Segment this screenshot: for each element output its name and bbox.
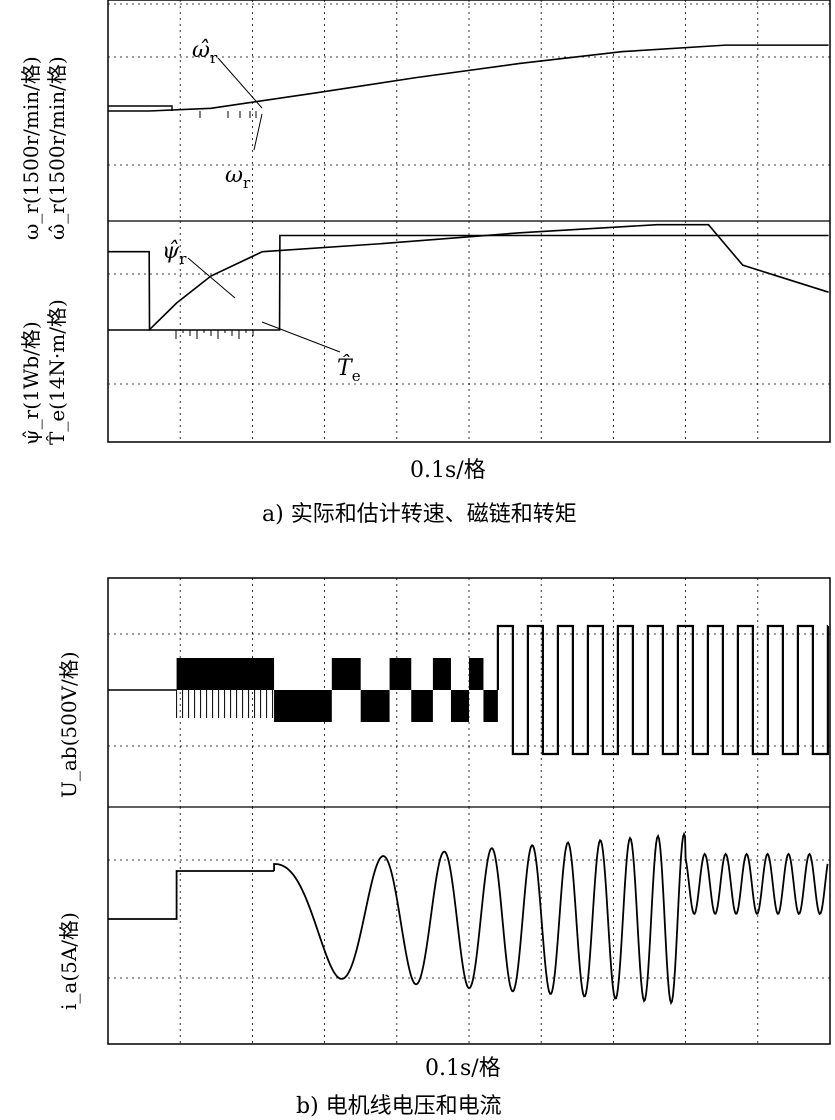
uab-pwm-block xyxy=(176,658,275,690)
panel-b-traces xyxy=(108,624,829,1006)
panel-b-frame xyxy=(107,577,831,1045)
panel-a-ylabel-te: T̂_e(14N·m/格) xyxy=(45,299,69,445)
ia-initial-step xyxy=(108,870,275,920)
uab-pwm-block xyxy=(483,690,498,722)
psi-hat-leader xyxy=(187,257,236,299)
panel-a-caption: a) 实际和估计转速、磁链和转矩 xyxy=(262,502,577,527)
trace-flux xyxy=(108,223,829,331)
uab-pwm-block xyxy=(274,690,332,722)
panel-a-grid xyxy=(108,0,830,442)
uab-pwm-block xyxy=(389,658,412,690)
omega-label: ωr xyxy=(225,163,251,192)
panel-a-ylabel-omega: ω_r(1500r/min/格) xyxy=(19,56,43,240)
trace-torque xyxy=(108,234,829,331)
panel-a-annotations: ω̂r ωr ψ̂r T̂e xyxy=(162,38,361,385)
omega-leader xyxy=(253,113,263,151)
panel-b-caption: b) 电机线电压和电流 xyxy=(296,1094,502,1119)
uab-square-wave xyxy=(496,624,829,756)
panel-b xyxy=(107,577,831,1045)
te-hat-leader xyxy=(261,321,341,353)
omega-hat-leader xyxy=(217,57,263,109)
uab-pwm-block xyxy=(360,690,390,722)
omega-hat-label: ω̂r xyxy=(192,38,218,67)
ia-chirp xyxy=(273,831,829,1006)
te-hat-label: T̂e xyxy=(337,355,361,385)
psi-hat-label: ψ̂r xyxy=(162,239,187,268)
panel-b-grid xyxy=(108,578,830,1044)
uab-pwm-block xyxy=(411,690,433,722)
panel-a-xlabel: 0.1s/格 xyxy=(410,458,486,483)
uab-pwm-block xyxy=(432,658,451,690)
panel-a: ω̂r ωr ψ̂r T̂e xyxy=(107,0,831,443)
panel-b-ylabel-uab: U_ab(500V/格) xyxy=(57,651,81,798)
uab-pwm-block xyxy=(331,658,361,690)
uab-pwm-block xyxy=(469,658,484,690)
panel-b-ylabel-ia: i_a(5A/格) xyxy=(57,912,81,1010)
trace-speed xyxy=(108,44,829,112)
panel-a-ylabel-psi: ψ̂_r(1Wb/格) xyxy=(19,321,43,445)
panel-a-ylabel-omega-hat: ω̂_r(1500r/min/格) xyxy=(45,56,69,240)
panel-a-traces xyxy=(108,44,829,339)
panel-b-xlabel: 0.1s/格 xyxy=(425,1056,501,1081)
uab-pwm-block xyxy=(450,690,469,722)
